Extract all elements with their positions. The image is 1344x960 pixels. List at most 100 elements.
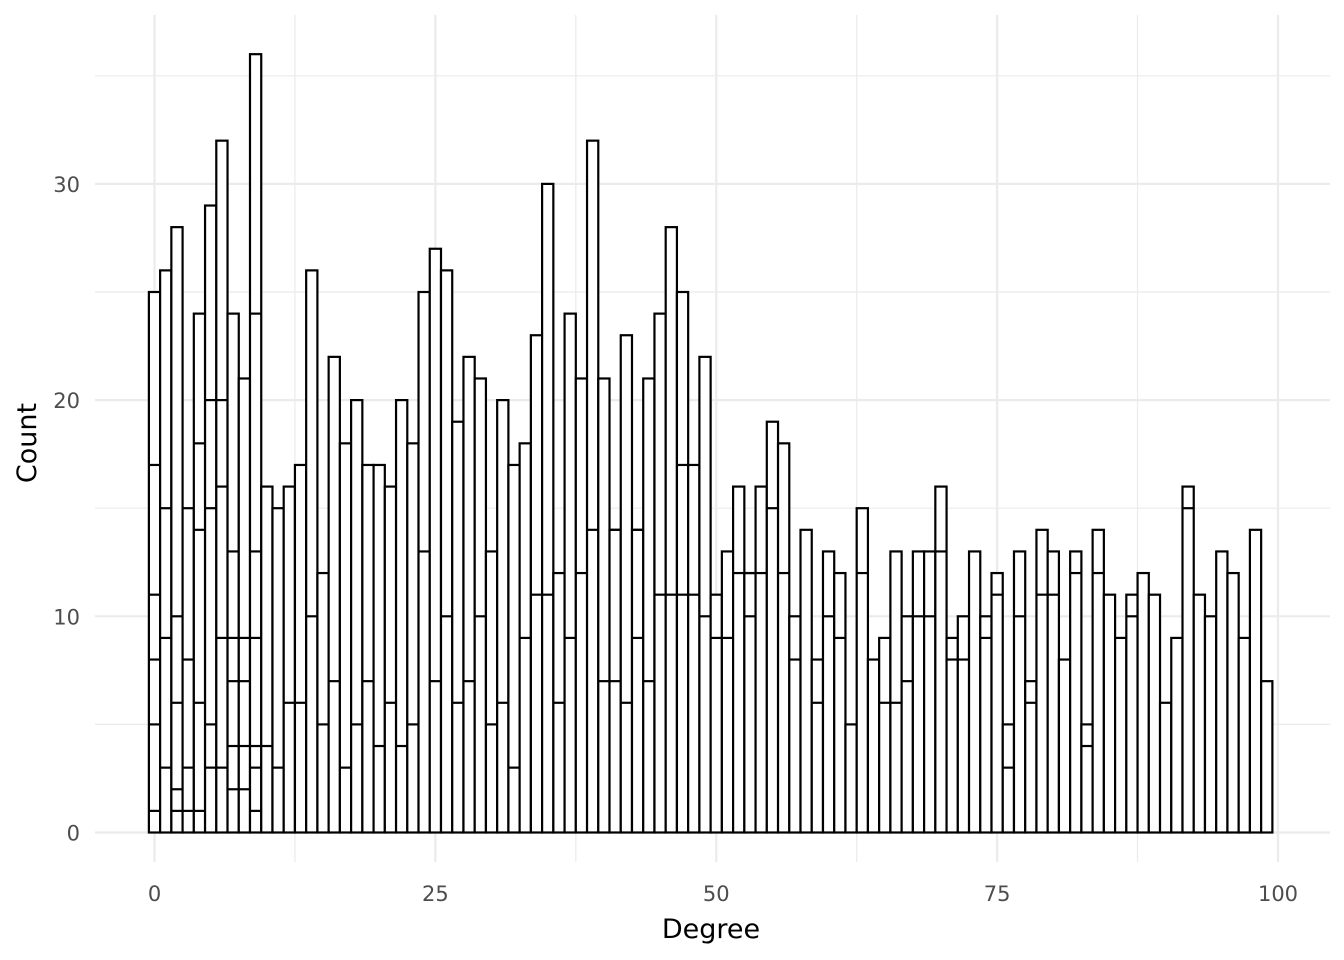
bar-rect: [439, 269, 454, 834]
bar-rect: [350, 399, 364, 834]
bar-rect: [619, 334, 634, 834]
bar: [507, 463, 521, 834]
bar-rect: [979, 615, 993, 834]
bar-rect: [293, 463, 308, 834]
bar-rect: [271, 507, 285, 834]
bar: [664, 226, 679, 834]
bar: [1226, 571, 1240, 834]
bar-rect: [428, 247, 443, 834]
bar-rect: [1158, 701, 1173, 834]
bar: [1069, 550, 1083, 834]
bar: [967, 550, 982, 834]
bar: [1113, 636, 1128, 834]
bar: [776, 442, 791, 834]
bar-rect: [597, 377, 611, 834]
bar: [518, 442, 532, 834]
bar: [585, 139, 600, 834]
bar-rect: [541, 182, 555, 834]
bar-rect: [765, 420, 780, 834]
bar-rect: [630, 528, 645, 834]
bar: [833, 571, 847, 834]
bar: [417, 290, 431, 834]
bar-rect: [1215, 550, 1229, 834]
bar-rect: [361, 463, 375, 834]
bar: [675, 290, 690, 834]
bar: [630, 528, 645, 834]
bar: [1057, 658, 1072, 834]
bar: [608, 528, 622, 834]
bar-rect: [159, 269, 173, 834]
bar: [439, 269, 454, 834]
bar: [945, 636, 959, 834]
bar-rect: [383, 485, 398, 834]
y-tick-label: 0: [67, 822, 80, 846]
bar: [754, 485, 768, 834]
bar: [293, 463, 308, 834]
bar: [260, 485, 274, 834]
bar: [394, 399, 409, 834]
bar: [383, 485, 398, 834]
bar: [192, 312, 207, 834]
bar: [1158, 701, 1173, 834]
bar-rect: [170, 226, 184, 834]
bar: [844, 723, 858, 834]
bar: [979, 615, 993, 834]
bar: [878, 636, 892, 834]
bar-rect: [473, 377, 488, 834]
bar: [1024, 680, 1038, 834]
bar-rect: [226, 312, 240, 834]
bar-rect: [248, 53, 263, 834]
bar: [821, 550, 836, 834]
x-tick-label: 75: [984, 882, 1011, 906]
bar: [788, 615, 802, 834]
bar: [372, 463, 386, 834]
bar-rect: [563, 312, 577, 834]
bar: [1091, 528, 1105, 834]
bar: [215, 139, 229, 834]
bar: [1102, 593, 1117, 834]
bar: [203, 204, 218, 834]
x-tick-label: 100: [1258, 882, 1298, 906]
bar: [900, 615, 914, 834]
bar-rect: [1260, 680, 1274, 834]
bar-rect: [1113, 636, 1128, 834]
bar-rect: [1001, 723, 1016, 834]
bar: [484, 550, 499, 834]
bar: [451, 420, 465, 834]
bar: [428, 247, 443, 834]
bar-rect: [900, 615, 914, 834]
bar: [327, 355, 341, 834]
bar: [541, 182, 555, 834]
bar-rect: [653, 312, 667, 834]
bar: [653, 312, 667, 834]
bar: [1203, 615, 1218, 834]
bar: [406, 442, 420, 834]
bar-rect: [529, 334, 544, 834]
bar: [462, 355, 476, 834]
bar-rect: [1035, 528, 1049, 834]
bar-rect: [507, 463, 521, 834]
bar-rect: [1181, 485, 1195, 834]
bar-rect: [451, 420, 465, 834]
bar: [1237, 636, 1252, 834]
bar-rect: [754, 485, 768, 834]
bar: [338, 442, 353, 834]
bar-rect: [316, 571, 330, 834]
bar: [934, 485, 948, 834]
bar-rect: [664, 226, 679, 834]
bar-rect: [496, 399, 510, 834]
bar: [361, 463, 375, 834]
bar-rect: [878, 636, 892, 834]
y-tick-label: 30: [53, 173, 80, 197]
bar-rect: [181, 507, 195, 834]
bar: [1260, 680, 1274, 834]
bar: [597, 377, 611, 834]
bar-rect: [799, 528, 813, 834]
x-axis-ticks: 0 25 50 75 100: [148, 882, 1298, 906]
bars: [147, 53, 1274, 834]
bar: [1125, 593, 1139, 834]
bar-rect: [810, 658, 825, 834]
bar-rect: [338, 442, 353, 834]
bar: [316, 571, 330, 834]
bar-rect: [675, 290, 690, 834]
